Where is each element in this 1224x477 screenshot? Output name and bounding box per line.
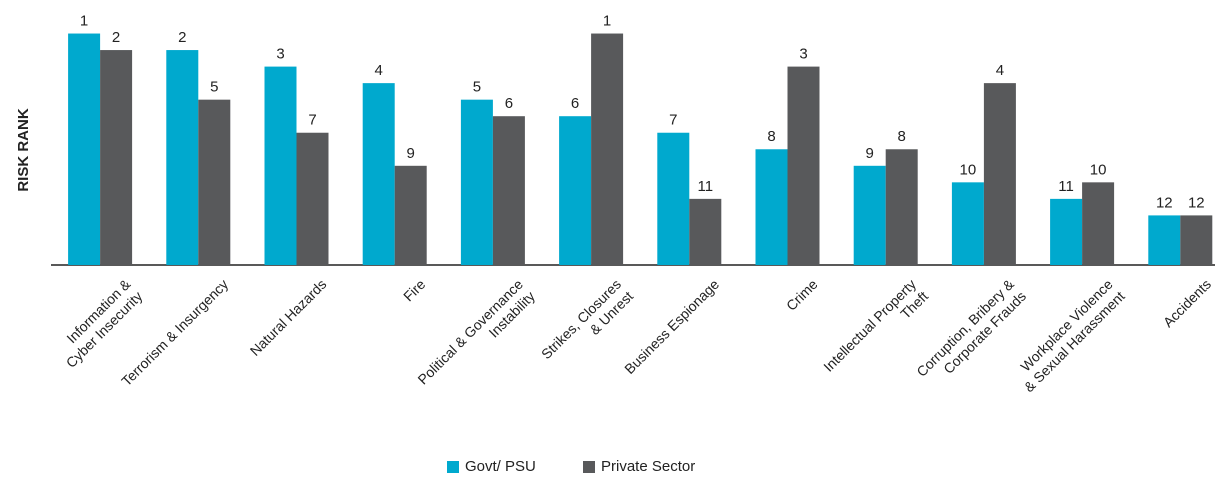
data-label: 11 — [1058, 178, 1074, 195]
bar — [591, 33, 624, 266]
data-label: 12 — [1156, 194, 1173, 211]
data-label: 6 — [505, 95, 513, 112]
legend-swatch — [447, 460, 459, 473]
bar — [1050, 198, 1083, 265]
data-label: 3 — [276, 46, 284, 63]
bar — [755, 149, 788, 265]
bar — [198, 99, 231, 266]
legend-item: Private Sector — [583, 458, 695, 475]
data-label: 2 — [178, 29, 186, 46]
bar — [296, 132, 329, 265]
data-label: 1 — [80, 13, 88, 30]
bar — [853, 165, 886, 265]
y-axis-label: RISK RANK — [15, 108, 32, 192]
bar — [362, 83, 395, 265]
data-label: 5 — [473, 79, 481, 96]
bar — [689, 198, 722, 265]
bar — [460, 99, 493, 266]
bar — [885, 149, 918, 265]
bar — [100, 50, 133, 265]
data-label: 5 — [210, 79, 218, 96]
bar — [492, 116, 525, 265]
bar — [68, 33, 101, 266]
bar — [264, 66, 297, 265]
bar — [1180, 215, 1213, 265]
data-label: 8 — [767, 128, 775, 145]
bar — [1082, 182, 1115, 265]
data-label: 7 — [669, 112, 677, 129]
legend-swatch — [583, 460, 595, 473]
bar — [559, 116, 592, 265]
data-label: 1 — [603, 13, 611, 30]
data-label: 9 — [407, 145, 415, 162]
bar — [166, 50, 199, 265]
bar — [787, 66, 820, 265]
data-label: 10 — [960, 161, 977, 178]
bar — [951, 182, 984, 265]
bar — [983, 83, 1016, 265]
legend-item: Govt/ PSU — [447, 458, 536, 475]
data-label: 7 — [308, 112, 316, 129]
data-label: 6 — [571, 95, 579, 112]
data-label: 4 — [996, 62, 1004, 79]
bar — [1148, 215, 1181, 265]
bar — [657, 132, 690, 265]
data-label: 9 — [866, 145, 874, 162]
bar — [394, 165, 427, 265]
data-label: 4 — [375, 62, 383, 79]
legend-label: Govt/ PSU — [465, 458, 536, 475]
data-label: 2 — [112, 29, 120, 46]
data-label: 12 — [1188, 194, 1205, 211]
data-label: 11 — [698, 178, 714, 195]
data-label: 10 — [1090, 161, 1107, 178]
data-label: 3 — [799, 46, 807, 63]
legend-label: Private Sector — [601, 458, 696, 475]
data-label: 8 — [898, 128, 906, 145]
